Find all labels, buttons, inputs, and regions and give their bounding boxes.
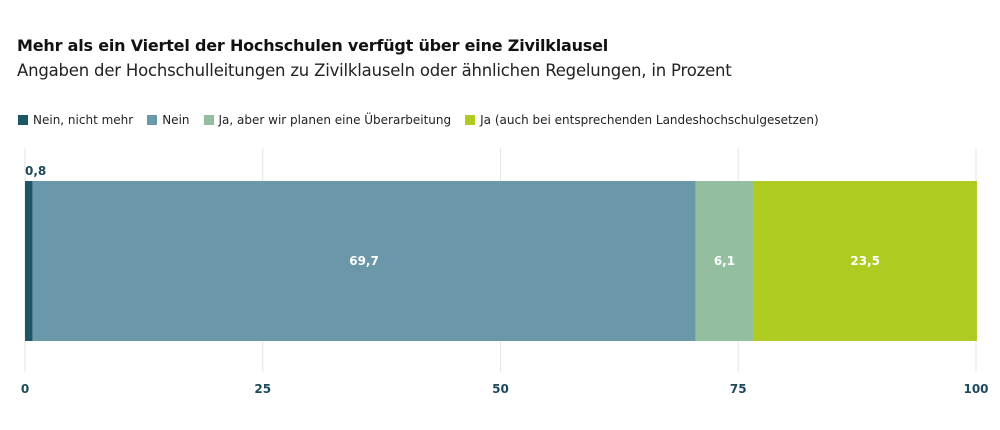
legend-label: Nein, nicht mehr xyxy=(33,113,134,127)
legend: Nein, nicht mehr Nein Ja, aber wir plane… xyxy=(18,113,833,127)
legend-item-nein: Nein xyxy=(147,113,190,127)
x-tick-label: 75 xyxy=(730,382,747,396)
legend-item-ja: Ja (auch bei entsprechenden Landeshochsc… xyxy=(465,113,819,127)
legend-label: Ja, aber wir planen eine Überarbeitung xyxy=(218,113,452,127)
data-labels: 0,8 69,7 6,1 23,5 xyxy=(25,164,880,268)
bar-segment-2 xyxy=(695,181,754,341)
chart-subtitle: Angaben der Hochschulleitungen zu Zivilk… xyxy=(17,61,732,80)
data-label: 23,5 xyxy=(850,254,880,268)
data-label: 0,8 xyxy=(25,164,46,178)
bar-segment-3 xyxy=(753,181,977,341)
legend-label: Nein xyxy=(162,113,190,127)
chart-title: Mehr als ein Viertel der Hochschulen ver… xyxy=(17,36,609,55)
legend-label: Ja (auch bei entsprechenden Landeshochsc… xyxy=(480,113,819,127)
data-label: 6,1 xyxy=(714,254,735,268)
x-tick-label: 0 xyxy=(21,382,29,396)
legend-swatch xyxy=(465,115,476,125)
data-label: 69,7 xyxy=(349,254,379,268)
bar-segment-0 xyxy=(25,181,33,341)
legend-item-nein-nicht-mehr: Nein, nicht mehr xyxy=(18,113,133,127)
bar-segments xyxy=(25,181,977,341)
bar-segment-1 xyxy=(32,181,696,341)
legend-swatch xyxy=(147,115,158,125)
x-axis-ticks: 0 25 50 75 100 xyxy=(21,382,989,396)
legend-swatch xyxy=(18,115,28,125)
x-tick-label: 50 xyxy=(492,382,509,396)
legend-item-ja-ueberarbeitung: Ja, aber wir planen eine Überarbeitung xyxy=(203,113,452,127)
x-tick-label: 100 xyxy=(963,382,988,396)
legend-swatch xyxy=(203,115,214,125)
x-tick-label: 25 xyxy=(254,382,271,396)
